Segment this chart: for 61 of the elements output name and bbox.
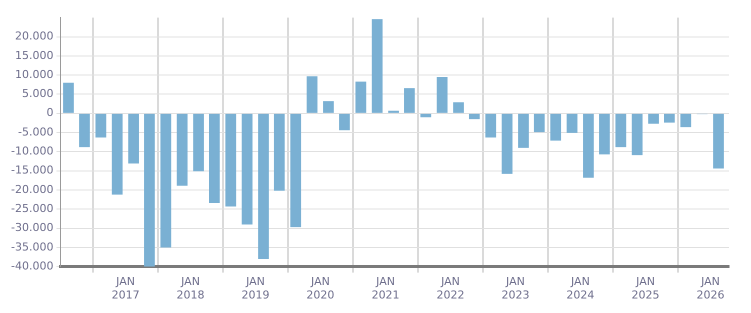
bar	[485, 114, 496, 138]
bar	[112, 114, 123, 195]
bar	[632, 114, 643, 156]
bar	[583, 114, 594, 178]
bar	[648, 114, 659, 124]
bar	[680, 114, 692, 128]
x-tick-label: JAN 2024	[566, 275, 594, 302]
bar	[404, 88, 415, 113]
x-tick-label: JAN 2026	[696, 275, 724, 302]
y-tick-label: -20.000	[10, 182, 54, 196]
y-tick-label: 10.000	[14, 68, 54, 81]
bar	[339, 114, 350, 130]
bar	[79, 114, 90, 148]
y-tick-label: 0	[46, 106, 54, 120]
bar	[468, 114, 480, 120]
bar	[518, 114, 529, 148]
bar	[713, 114, 724, 169]
bar	[242, 114, 253, 224]
bar	[95, 114, 106, 138]
x-tick-label: JAN 2021	[372, 275, 400, 302]
bar	[436, 76, 448, 113]
x-tick-label: JAN 2017	[112, 275, 140, 302]
y-tick-label: -25.000	[10, 202, 54, 215]
bar	[225, 114, 236, 206]
bar	[144, 114, 155, 267]
bar	[534, 114, 545, 132]
y-tick-label: -35.000	[10, 240, 54, 254]
x-tick-label: JAN 2020	[306, 275, 334, 302]
bar	[599, 114, 610, 154]
bar	[323, 101, 334, 113]
bar	[372, 19, 383, 113]
bar	[290, 114, 302, 228]
x-tick-label: JAN 2023	[501, 275, 530, 302]
bar	[208, 114, 220, 204]
bar	[128, 114, 139, 164]
y-tick-label: 20.000	[14, 30, 54, 43]
bar	[193, 114, 204, 172]
bar	[615, 114, 626, 148]
bar	[550, 114, 562, 141]
y-tick-label: 5.000	[22, 87, 54, 100]
bar	[63, 82, 74, 113]
bar	[566, 114, 578, 133]
x-tick-label: JAN 2018	[176, 275, 205, 302]
bar	[664, 114, 675, 123]
bar	[502, 114, 512, 174]
bar	[453, 102, 464, 113]
x-tick-label: JAN 2022	[436, 275, 465, 302]
bar	[258, 114, 269, 259]
y-tick-label: -15.000	[10, 164, 54, 177]
y-tick-label: -5.000	[18, 125, 54, 138]
bar	[274, 114, 285, 191]
y-tick-label: -40.000	[10, 259, 54, 272]
x-tick-label: JAN 2025	[632, 275, 660, 302]
y-tick-label: 15.000	[14, 48, 54, 62]
bar	[160, 114, 172, 248]
bar	[306, 76, 318, 113]
y-tick-label: -30.000	[10, 221, 54, 234]
bar	[355, 82, 366, 113]
x-tick-label: JAN 2019	[241, 275, 270, 302]
y-tick-label: -10.000	[10, 144, 54, 158]
bar	[176, 114, 188, 186]
